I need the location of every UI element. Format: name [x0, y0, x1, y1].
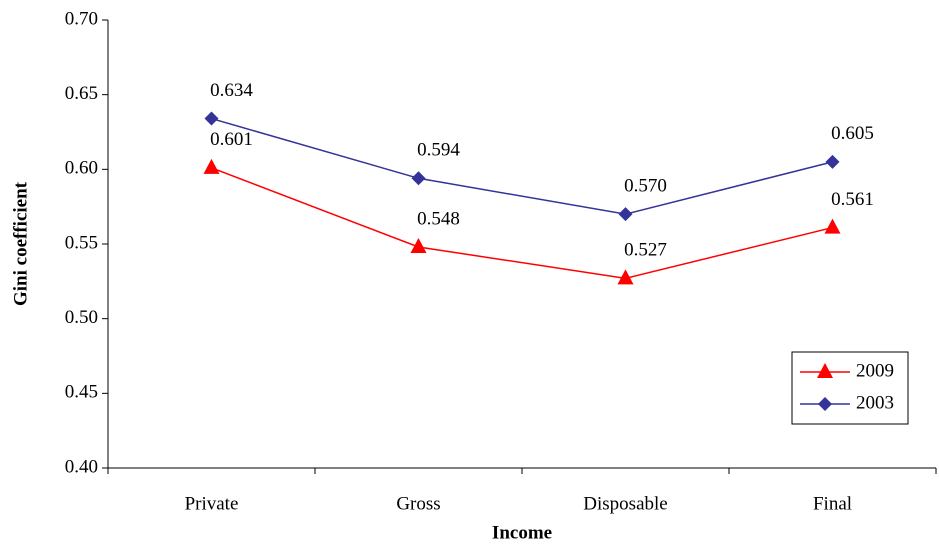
- data-label: 0.527: [624, 240, 667, 261]
- y-tick-label: 0.45: [65, 382, 98, 403]
- data-label: 0.561: [831, 189, 874, 210]
- data-point: [825, 154, 840, 169]
- data-point: [617, 269, 634, 285]
- y-tick-label: 0.40: [65, 456, 98, 477]
- x-tick-label: Disposable: [583, 493, 667, 514]
- data-point: [204, 111, 219, 126]
- y-axis-title: Gini coefficient: [10, 181, 31, 306]
- data-point: [410, 237, 427, 253]
- data-label: 0.605: [831, 123, 874, 144]
- series-line: [211, 167, 833, 280]
- legend-marker: [818, 397, 832, 411]
- legend-label: 2003: [856, 392, 894, 413]
- legend-marker: [817, 363, 833, 378]
- data-label: 0.548: [417, 208, 460, 229]
- data-point: [618, 207, 633, 222]
- data-point: [824, 218, 841, 234]
- legend-label: 2009: [856, 360, 894, 381]
- series-line: [211, 117, 833, 215]
- data-point: [203, 158, 220, 174]
- x-axis-title: Income: [492, 522, 552, 543]
- y-tick-label: 0.60: [65, 158, 98, 179]
- legend-box: [791, 351, 909, 425]
- y-tick-label: 0.70: [65, 8, 98, 29]
- data-label: 0.570: [624, 175, 667, 196]
- data-label: 0.634: [210, 80, 253, 101]
- x-tick-label: Final: [813, 493, 852, 514]
- x-tick-label: Gross: [396, 493, 440, 514]
- data-label: 0.601: [210, 129, 253, 150]
- data-label: 0.594: [417, 140, 460, 161]
- y-tick-label: 0.55: [65, 232, 98, 253]
- x-tick-label: Private: [185, 493, 239, 514]
- y-tick-label: 0.65: [65, 83, 98, 104]
- data-point: [411, 171, 426, 186]
- y-tick-label: 0.50: [65, 307, 98, 328]
